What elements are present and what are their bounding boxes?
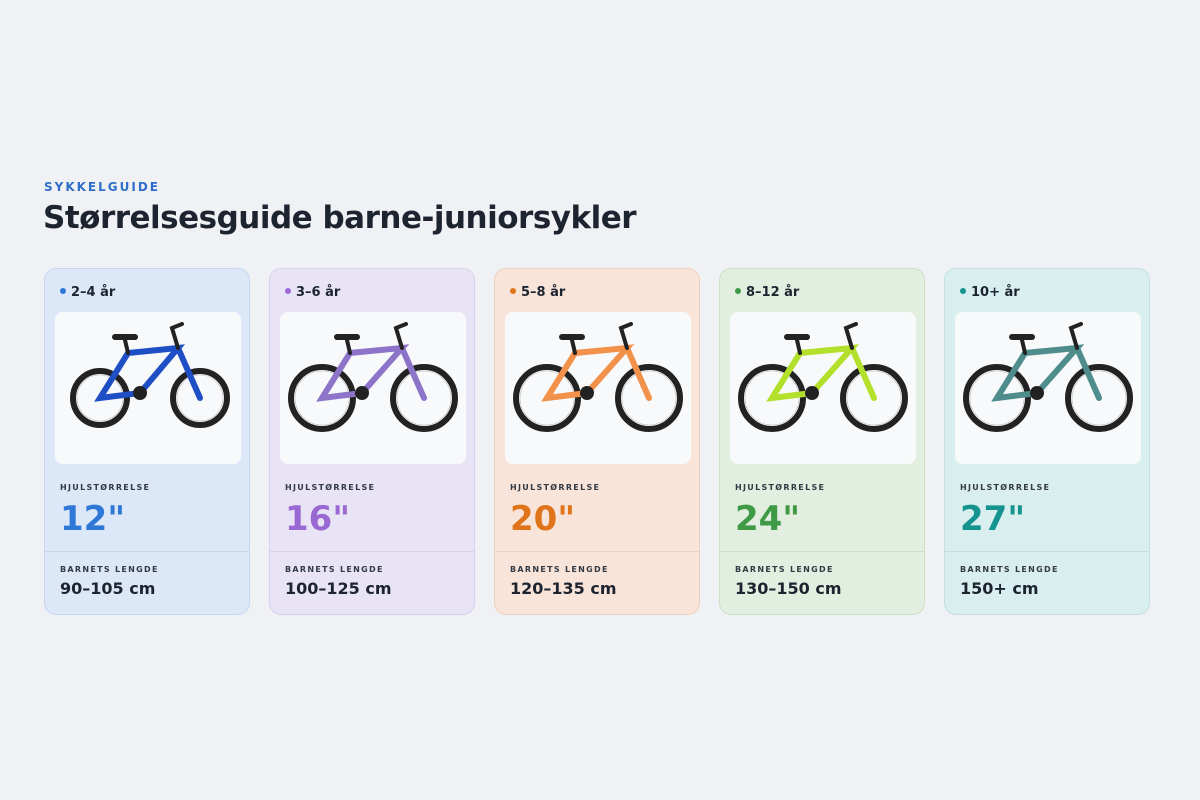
bike-frame (280, 312, 466, 464)
age-label: 2–4 år (60, 285, 115, 300)
age-dot (285, 288, 291, 294)
divider (45, 551, 249, 552)
title: Størrelsesguide barne-juniorsykler (43, 200, 637, 236)
wheel-label: HJULSTØRRELSE (510, 483, 601, 492)
bike-image (70, 322, 230, 428)
age-dot (60, 288, 66, 294)
length-label: BARNETS LENGDE (735, 565, 834, 574)
wheel-label: HJULSTØRRELSE (735, 483, 826, 492)
age-dot (735, 288, 741, 294)
length-value: 120–135 cm (510, 579, 617, 598)
bike-image (288, 322, 458, 432)
age-dot (960, 288, 966, 294)
wheel-label: HJULSTØRRELSE (60, 483, 151, 492)
length-label: BARNETS LENGDE (960, 565, 1059, 574)
length-value: 90–105 cm (60, 579, 156, 598)
bike-frame (505, 312, 691, 464)
bike-frame (730, 312, 916, 464)
age-label: 3–6 år (285, 285, 340, 300)
eyebrow: SYKKELGUIDE (44, 180, 160, 194)
bike-image (738, 322, 908, 432)
age-text: 8–12 år (746, 285, 800, 300)
size-card: 3–6 år HJULSTØRRELSE 16" BARNETS LENGDE 100… (269, 268, 475, 615)
bike-frame (55, 312, 241, 464)
wheel-size: 16" (285, 499, 351, 539)
age-text: 10+ år (971, 285, 1020, 300)
length-value: 150+ cm (960, 579, 1039, 598)
wheel-size: 27" (960, 499, 1026, 539)
divider (720, 551, 924, 552)
divider (945, 551, 1149, 552)
length-value: 100–125 cm (285, 579, 392, 598)
age-text: 2–4 år (71, 285, 116, 300)
age-dot (510, 288, 516, 294)
bike-frame (955, 312, 1141, 464)
age-text: 3–6 år (296, 285, 341, 300)
length-label: BARNETS LENGDE (285, 565, 384, 574)
wheel-size: 12" (60, 499, 126, 539)
length-value: 130–150 cm (735, 579, 842, 598)
bike-image (963, 322, 1133, 432)
bike-image (513, 322, 683, 432)
age-label: 8–12 år (735, 285, 799, 300)
wheel-size: 24" (735, 499, 801, 539)
divider (270, 551, 474, 552)
size-card: 10+ år HJULSTØRRELSE 27" BARNETS LENGDE 150… (944, 268, 1150, 615)
size-card: 2–4 år HJULSTØRRELSE 12" BARNETS LENGDE 90–… (44, 268, 250, 615)
wheel-label: HJULSTØRRELSE (960, 483, 1051, 492)
cards: 2–4 år HJULSTØRRELSE 12" BARNETS LENGDE 90–… (44, 268, 1150, 615)
age-label: 10+ år (960, 285, 1020, 300)
age-text: 5–8 år (521, 285, 566, 300)
age-label: 5–8 år (510, 285, 565, 300)
wheel-size: 20" (510, 499, 576, 539)
size-card: 8–12 år HJULSTØRRELSE 24" BARNETS LENGDE 13… (719, 268, 925, 615)
size-card: 5–8 år HJULSTØRRELSE 20" BARNETS LENGDE 120… (494, 268, 700, 615)
length-label: BARNETS LENGDE (510, 565, 609, 574)
length-label: BARNETS LENGDE (60, 565, 159, 574)
divider (495, 551, 699, 552)
wheel-label: HJULSTØRRELSE (285, 483, 376, 492)
